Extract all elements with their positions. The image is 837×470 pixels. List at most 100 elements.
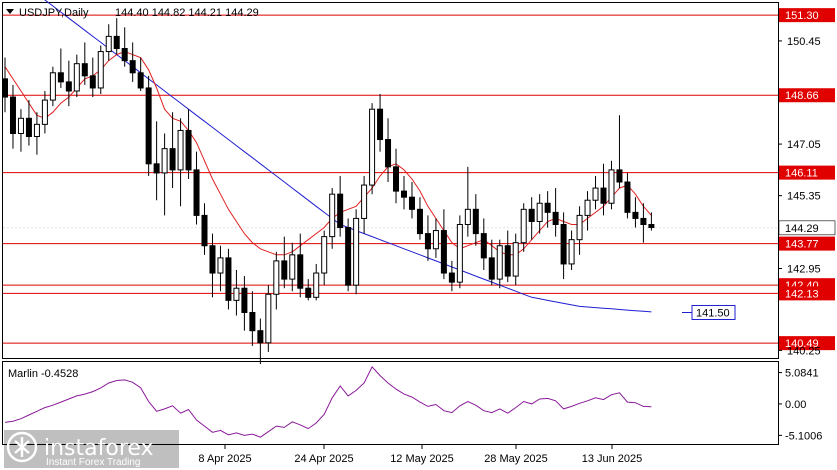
bear-candle-body	[377, 108, 384, 141]
candle	[249, 291, 256, 346]
bear-candle-body	[81, 63, 88, 77]
bear-candle-body	[632, 211, 639, 219]
bull-candle-body	[353, 217, 360, 286]
bear-candle-body	[297, 254, 304, 289]
bull-candle-body	[456, 223, 463, 283]
bear-candle-body	[544, 202, 551, 213]
candle	[321, 230, 328, 286]
slow-ma-line	[44, 0, 652, 313]
candle	[41, 90, 48, 134]
candle	[512, 233, 519, 286]
candle	[33, 112, 40, 155]
bear-candle-body	[504, 245, 511, 277]
indicator-tick-label: -5.1006	[785, 430, 822, 442]
bull-candle-body	[49, 72, 56, 101]
bear-candle-body	[249, 311, 256, 332]
bear-candle-body	[281, 260, 288, 280]
ma-annotation-label: 141.50	[696, 307, 730, 319]
bull-candle-body	[321, 236, 328, 274]
bear-candle-body	[448, 272, 455, 283]
bull-candle-body	[512, 242, 519, 277]
candle	[137, 57, 144, 91]
candle	[201, 203, 208, 255]
level-label: 148.66	[785, 90, 819, 102]
candle	[416, 197, 423, 240]
bear-candle-body	[57, 72, 64, 83]
candle	[193, 151, 200, 225]
time-axis: 8 Apr 2025 24 Apr 2025 12 May 2025 28 May 2…	[198, 444, 642, 465]
candle	[153, 121, 160, 201]
level-label-bg	[779, 286, 835, 301]
candlesticks	[2, 18, 655, 365]
candle	[616, 115, 623, 189]
candle	[89, 57, 96, 98]
candle	[424, 215, 431, 261]
candle	[480, 218, 487, 271]
bull-candle-body	[41, 99, 48, 125]
level-label: 140.49	[785, 338, 819, 350]
candle	[313, 263, 320, 301]
bull-candle-body	[177, 129, 184, 171]
candle	[233, 270, 240, 316]
candle	[624, 172, 631, 219]
candle	[281, 236, 288, 289]
bull-candle-body	[584, 199, 591, 216]
candle	[536, 194, 543, 234]
bear-candle-body	[193, 169, 200, 216]
level-label-bg	[779, 165, 835, 180]
bear-candle-body	[472, 208, 479, 235]
candle	[305, 279, 312, 301]
bear-candle-body	[337, 193, 344, 229]
candle	[361, 175, 368, 234]
candle	[504, 230, 511, 283]
watermark-tagline: Instant Forex Trading	[46, 457, 141, 468]
candle	[105, 24, 112, 61]
candle	[448, 260, 455, 292]
bear-candle-body	[624, 181, 631, 213]
bull-candle-body	[329, 193, 336, 238]
dropdown-arrow-icon[interactable]	[6, 9, 14, 14]
candle	[632, 197, 639, 228]
bear-candle-body	[2, 78, 8, 98]
candle	[65, 60, 72, 107]
watermark: instaforex Instant Forex Trading	[4, 430, 179, 468]
level-label-bg	[779, 8, 835, 23]
bear-candle-body	[648, 223, 655, 229]
bull-candle-body	[361, 184, 368, 219]
bull-candle-body	[97, 51, 104, 89]
bear-candle-body	[345, 227, 352, 286]
candle	[648, 212, 655, 231]
candle	[353, 209, 360, 295]
bull-candle-body	[568, 239, 575, 265]
candle	[432, 218, 439, 258]
y-tick-label: 142.95	[787, 263, 821, 275]
candle	[121, 27, 128, 67]
bear-candle-body	[393, 166, 400, 192]
level-label: 146.11	[785, 168, 818, 180]
candle	[185, 109, 192, 179]
candle	[640, 203, 647, 243]
bear-candle-body	[560, 223, 567, 265]
candle	[456, 215, 463, 289]
bull-candle-body	[161, 148, 168, 174]
bear-candle-body	[201, 214, 208, 247]
marlin-indicator: 5.0841 0.00 -5.1006	[4, 366, 822, 442]
candle	[217, 245, 224, 292]
bull-candle-body	[496, 245, 503, 280]
candle	[2, 57, 8, 113]
support-resistance-levels: 151.30148.66146.11143.77142.40142.13140.…	[3, 8, 836, 351]
bear-candle-body	[169, 148, 176, 171]
candle	[552, 188, 559, 237]
candle	[544, 191, 551, 228]
candle	[73, 54, 80, 98]
bull-candle-body	[464, 208, 471, 225]
bear-candle-body	[121, 48, 128, 62]
price-axis: 150.45 147.05 145.35 142.95 140.25	[778, 36, 821, 357]
indicator-tick-label: 5.0841	[785, 368, 819, 380]
bear-candle-body	[153, 163, 160, 174]
bull-candle-body	[273, 260, 280, 295]
bear-candle-body	[401, 190, 407, 198]
bull-candle-body	[289, 254, 296, 280]
candle	[337, 175, 344, 237]
